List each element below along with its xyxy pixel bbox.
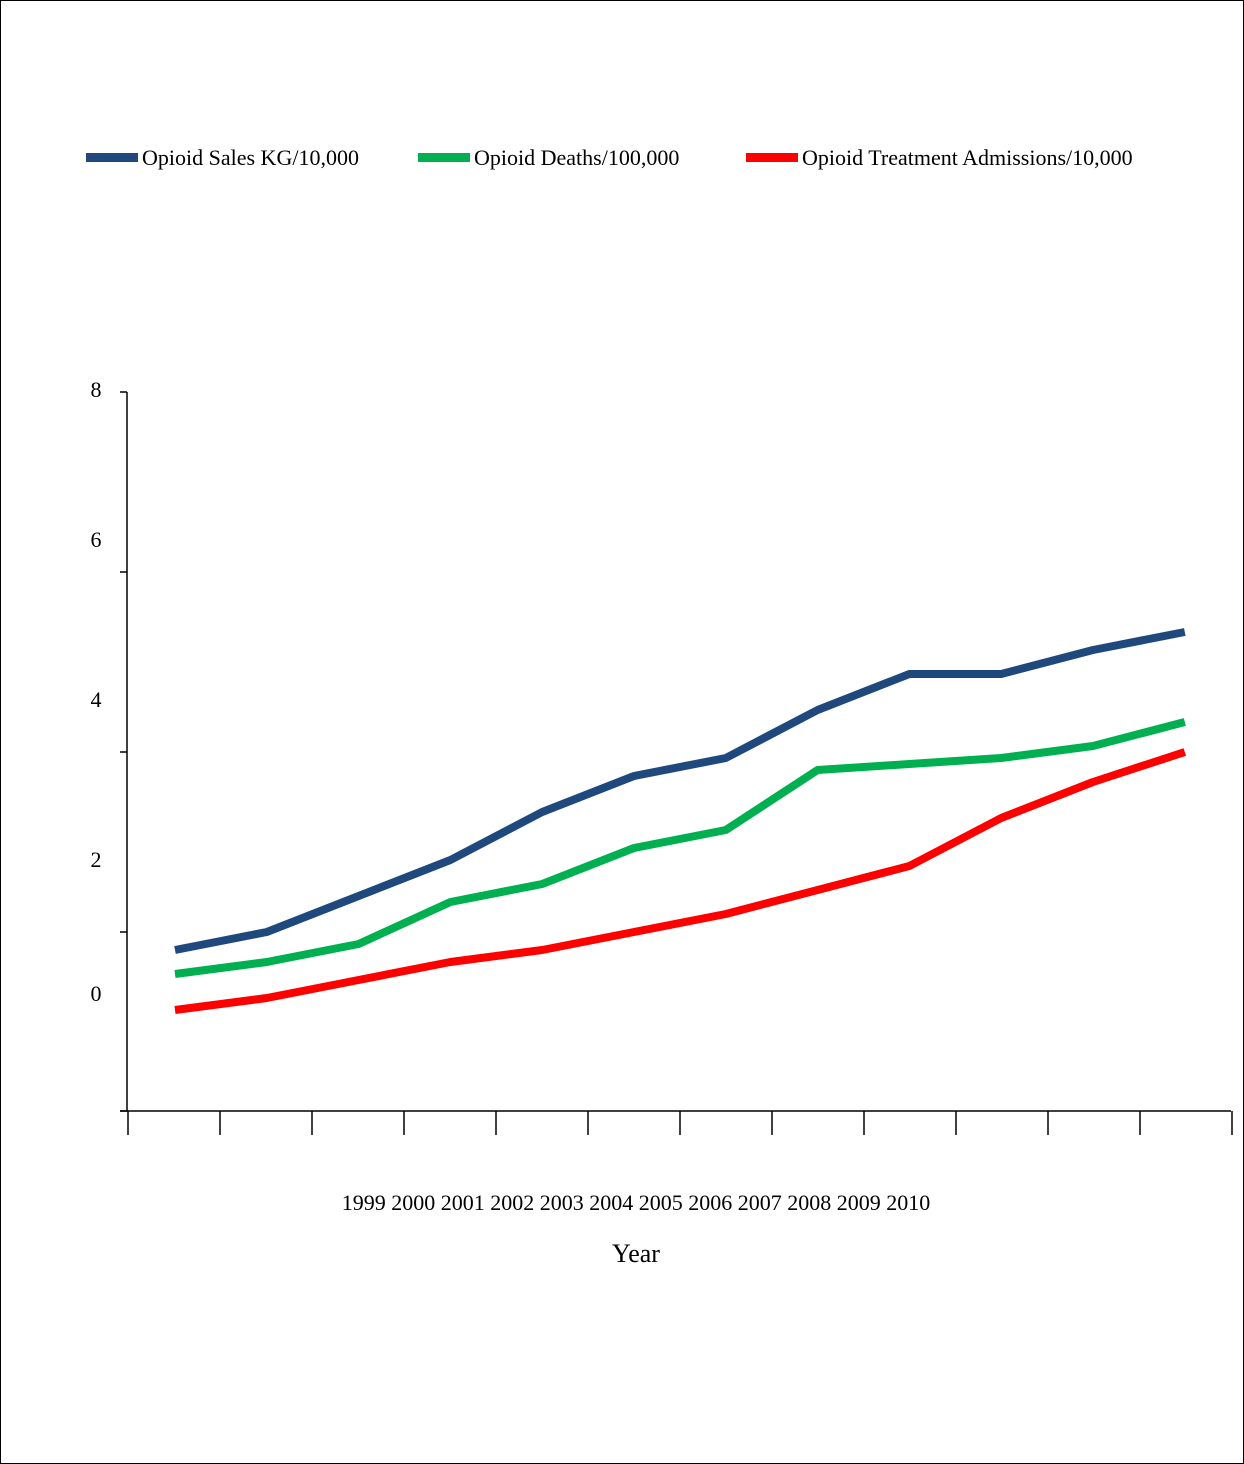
legend-entry: Opioid Sales KG/10,000 bbox=[86, 145, 359, 170]
axes: 8 6 4 2 0 bbox=[91, 377, 1233, 1135]
legend-entry: Opioid Deaths/100,000 bbox=[418, 145, 679, 170]
x-axis-title: Year bbox=[612, 1239, 660, 1268]
legend-entry: Opioid Treatment Admissions/10,000 bbox=[746, 145, 1133, 170]
legend-label: Opioid Treatment Admissions/10,000 bbox=[802, 145, 1133, 170]
series-line bbox=[174, 748, 1187, 1014]
legend-label: Opioid Sales KG/10,000 bbox=[142, 145, 359, 170]
x-tick-labels: 1999 2000 2001 2002 2003 2004 2005 2006 … bbox=[342, 1190, 931, 1215]
y-tick-label: 4 bbox=[91, 687, 102, 712]
y-tick-label: 2 bbox=[91, 847, 102, 872]
series-layer bbox=[174, 628, 1187, 1014]
legend-label: Opioid Deaths/100,000 bbox=[474, 145, 679, 170]
series-line bbox=[174, 628, 1186, 954]
legend-swatch bbox=[746, 153, 798, 162]
y-tick-label: 0 bbox=[91, 981, 102, 1006]
legend-swatch bbox=[418, 153, 470, 162]
legend-swatch bbox=[86, 153, 138, 162]
y-tick-label: 6 bbox=[91, 527, 102, 552]
series-line bbox=[174, 718, 1186, 978]
legend: Opioid Sales KG/10,000 Opioid Deaths/100,… bbox=[86, 145, 1133, 170]
y-tick-label: 8 bbox=[91, 377, 102, 402]
